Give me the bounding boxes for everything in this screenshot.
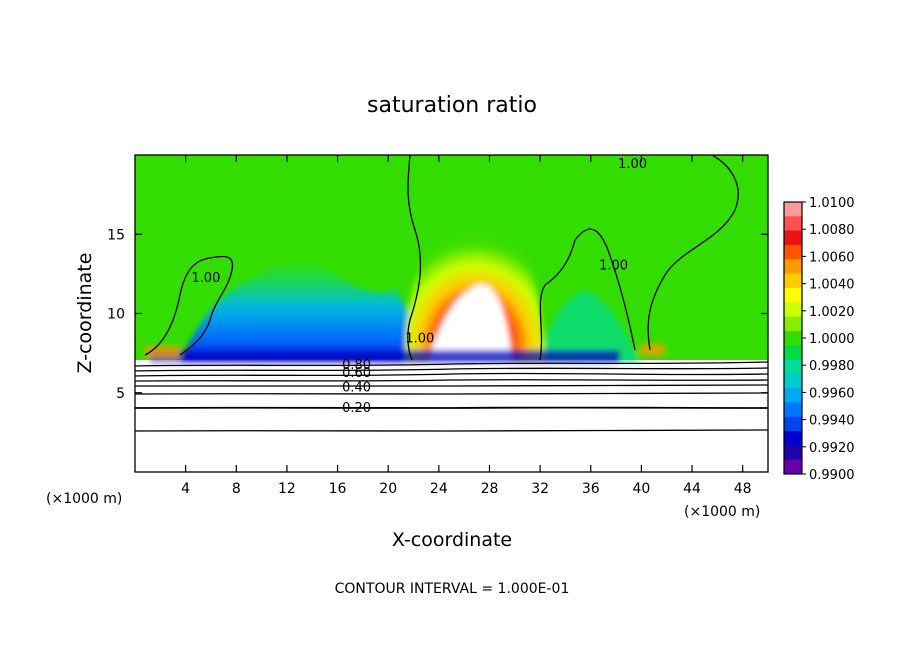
x-tick-label: 4 bbox=[181, 481, 190, 497]
colorbar-swatch bbox=[784, 416, 802, 432]
contour-0p10 bbox=[135, 429, 768, 432]
x-axis-unit-left: (×1000 m) bbox=[46, 491, 122, 507]
colorbar-label: 0.9920 bbox=[809, 441, 855, 456]
boundary-blue-strip bbox=[150, 350, 620, 362]
x-tick-label: 36 bbox=[582, 481, 600, 497]
colorbar-swatch bbox=[784, 445, 802, 461]
colorbar-swatch bbox=[784, 244, 802, 260]
y-tick-label: 10 bbox=[107, 307, 125, 323]
contour-0p60 bbox=[135, 372, 768, 377]
subsaturated-left-region bbox=[180, 259, 425, 362]
colorbar-swatch bbox=[784, 259, 802, 275]
edge-orange-right bbox=[640, 344, 665, 356]
x-tick-label: 16 bbox=[329, 481, 347, 497]
contour-0p20 bbox=[135, 406, 768, 410]
x-tick-label: 44 bbox=[683, 481, 701, 497]
field-shading: 1.00 1.00 1.00 1.00 0.800.600.40 0.20 bbox=[135, 155, 768, 432]
colorbar-label: 1.0000 bbox=[809, 332, 855, 347]
colorbar-label: 1.0060 bbox=[809, 250, 855, 265]
colorbar-label: 0.9940 bbox=[809, 414, 855, 429]
x-tick-label: 8 bbox=[232, 481, 241, 497]
colorbar-swatch bbox=[784, 345, 802, 360]
x-axis-ticks: 4 8 12 16 20 24 28 32 36 40 44 48 bbox=[181, 155, 752, 497]
colorbar-label: 1.0080 bbox=[809, 223, 855, 238]
colorbar-swatch bbox=[784, 202, 802, 217]
x-tick-label: 20 bbox=[379, 481, 397, 497]
cloud-plume bbox=[405, 199, 545, 362]
contour-0p50 bbox=[135, 379, 768, 382]
x-tick-label: 24 bbox=[430, 481, 448, 497]
colorbar-swatch bbox=[784, 330, 802, 346]
x-tick-label: 28 bbox=[481, 481, 499, 497]
colorbar-swatch bbox=[784, 373, 802, 389]
contour-label: 1.00 bbox=[618, 157, 647, 172]
colorbar-swatch bbox=[784, 431, 802, 446]
contour-label: 1.00 bbox=[191, 271, 220, 286]
contour-label: 0.60 bbox=[342, 366, 371, 381]
contour-1p00-plume-right bbox=[539, 228, 636, 361]
colorbar-swatch bbox=[784, 402, 802, 418]
colorbar-swatch bbox=[784, 459, 802, 475]
contour-1p00-left bbox=[144, 255, 234, 356]
contour-label: 0.80 bbox=[342, 358, 371, 373]
y-axis-ticks: 5 10 15 bbox=[107, 227, 768, 402]
colorbar-swatch bbox=[784, 359, 802, 375]
x-tick-label: 48 bbox=[734, 481, 752, 497]
y-axis-label: Z-coordinate bbox=[74, 253, 96, 374]
contour-label: 0.20 bbox=[342, 401, 371, 416]
contour-0p40 bbox=[135, 384, 768, 387]
contour-labels: 1.00 1.00 1.00 1.00 0.800.600.40 0.20 bbox=[191, 157, 647, 416]
colorbar-label: 1.0040 bbox=[809, 278, 855, 293]
colorbar-swatch bbox=[784, 273, 802, 289]
contour-0p80 bbox=[135, 361, 768, 367]
colorbar-label: 1.0020 bbox=[809, 305, 855, 320]
colorbar: 1.0100 1.0080 1.0060 1.0040 1.0020 1.0000 0.99… bbox=[783, 196, 855, 483]
x-tick-label: 12 bbox=[278, 481, 296, 497]
contour-0p30 bbox=[135, 392, 768, 395]
colorbar-label: 0.9900 bbox=[809, 468, 855, 483]
contour-0p70 bbox=[135, 367, 768, 372]
colorbar-label: 1.0100 bbox=[809, 196, 855, 211]
contour-label: 1.00 bbox=[599, 258, 628, 273]
colorbar-swatch bbox=[784, 302, 802, 318]
chart-title: saturation ratio bbox=[367, 93, 537, 118]
contour-label: 0.40 bbox=[342, 380, 371, 395]
colorbar-swatch bbox=[784, 216, 802, 232]
plume-core bbox=[428, 284, 512, 362]
colorbar-label: 0.9960 bbox=[809, 386, 855, 401]
x-tick-label: 32 bbox=[531, 481, 549, 497]
plot-area: 1.001.001.001.000.800.600.400.20 4 8 12 16 2… bbox=[107, 154, 769, 497]
colorbar-swatch bbox=[784, 316, 802, 332]
contour-label: 1.00 bbox=[405, 331, 434, 346]
x-tick-label: 40 bbox=[632, 481, 650, 497]
colorbar-label: 0.9980 bbox=[809, 359, 855, 374]
colorbar-swatch bbox=[784, 287, 802, 303]
colorbar-swatch bbox=[784, 388, 802, 403]
contour-1p00-upper-right bbox=[647, 155, 739, 351]
y-tick-label: 5 bbox=[116, 386, 125, 402]
y-tick-label: 15 bbox=[107, 227, 125, 243]
contour-1p00-main bbox=[407, 155, 422, 361]
subsaturated-right-region bbox=[540, 290, 640, 362]
contour-lines bbox=[135, 155, 768, 432]
contour-interval-note: CONTOUR INTERVAL = 1.000E-01 bbox=[335, 581, 570, 597]
x-axis-unit-right: (×1000 m) bbox=[684, 504, 760, 520]
colorbar-swatch bbox=[784, 230, 802, 246]
x-axis-label: X-coordinate bbox=[392, 529, 512, 551]
